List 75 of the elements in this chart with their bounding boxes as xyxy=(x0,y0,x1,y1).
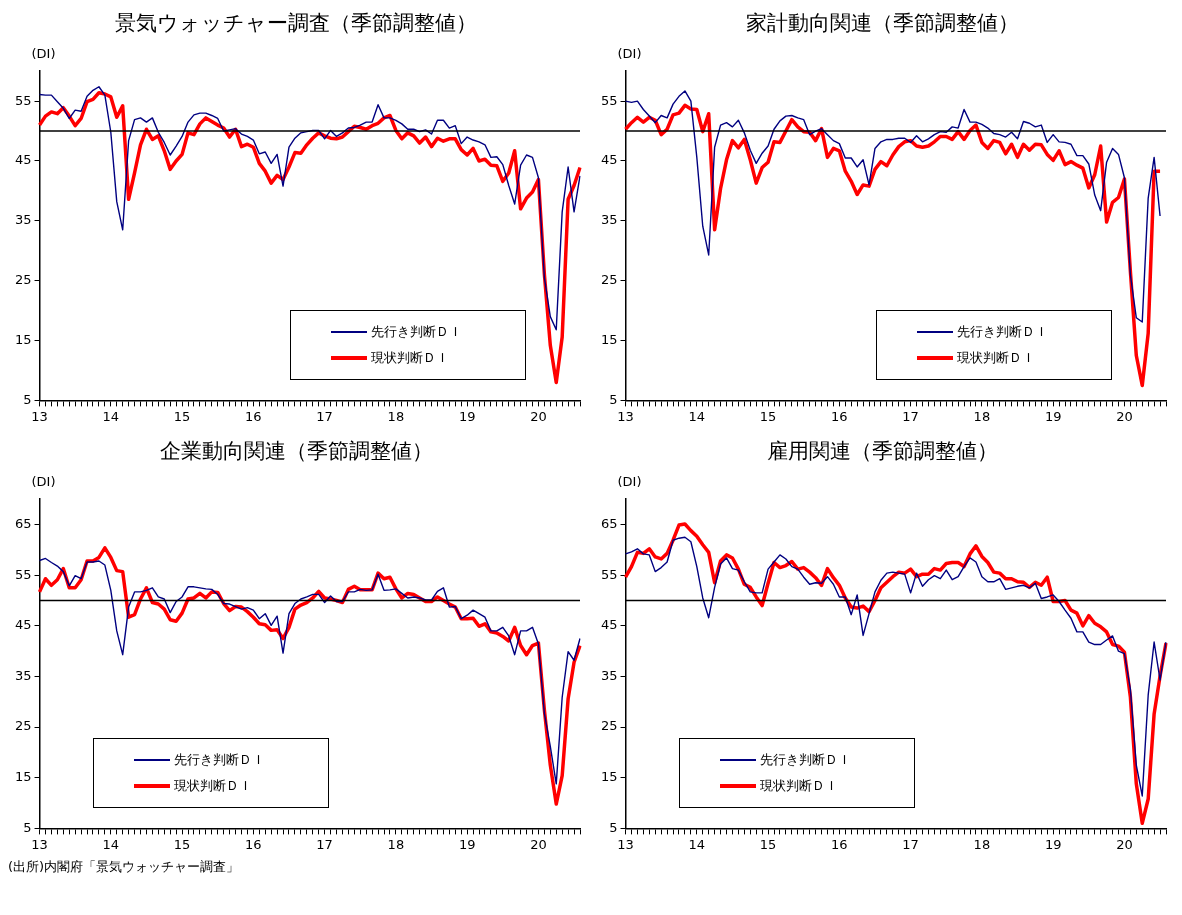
y-tick-label: 35 xyxy=(601,212,618,228)
x-tick-label: 13 xyxy=(31,408,48,424)
x-tick-label: 15 xyxy=(759,836,777,852)
x-tick-label: 17 xyxy=(902,408,919,424)
x-tick-label: 17 xyxy=(902,836,919,852)
y-tick-label: 55 xyxy=(601,566,618,582)
y-tick-label: 35 xyxy=(601,667,618,683)
x-tick-label: 18 xyxy=(973,408,991,424)
y-tick-label: 55 xyxy=(15,92,32,108)
y-tick-label: 5 xyxy=(23,819,32,835)
y-tick-label: 25 xyxy=(601,272,618,288)
y-tick-label: 65 xyxy=(601,515,618,531)
x-tick-label: 16 xyxy=(831,836,848,852)
x-tick-label: 20 xyxy=(1116,836,1133,852)
x-tick-label: 15 xyxy=(759,408,777,424)
x-tick-label: 16 xyxy=(245,836,262,852)
y-tick-label: 35 xyxy=(15,667,32,683)
chart-title: 景気ウォッチャー調査（季節調整値） xyxy=(115,11,477,36)
legend-label: 現状判断ＤＩ xyxy=(760,777,838,795)
y-tick-label: 15 xyxy=(601,769,618,785)
y-tick-label: 5 xyxy=(609,391,618,407)
y-axis-title: (DI) xyxy=(31,474,56,490)
x-tick-label: 13 xyxy=(617,408,634,424)
x-tick-label: 16 xyxy=(831,408,848,424)
x-tick-label: 13 xyxy=(31,836,48,852)
legend-label: 現状判断ＤＩ xyxy=(957,349,1035,367)
x-tick-label: 17 xyxy=(316,408,333,424)
chart-title: 企業動向関連（季節調整値） xyxy=(159,439,433,464)
x-tick-label: 20 xyxy=(530,836,547,852)
chart-title: 家計動向関連（季節調整値） xyxy=(745,11,1019,36)
chart-title: 雇用関連（季節調整値） xyxy=(766,439,998,464)
x-tick-label: 15 xyxy=(173,836,191,852)
y-tick-label: 45 xyxy=(601,617,618,633)
y-tick-label: 15 xyxy=(601,331,618,347)
x-tick-label: 19 xyxy=(1044,408,1062,424)
x-tick-label: 18 xyxy=(387,836,405,852)
x-tick-label: 15 xyxy=(173,408,191,424)
x-tick-label: 17 xyxy=(316,836,333,852)
x-tick-label: 14 xyxy=(688,836,706,852)
y-tick-label: 25 xyxy=(601,718,618,734)
y-tick-label: 55 xyxy=(15,566,32,582)
y-tick-label: 35 xyxy=(15,212,32,228)
legend-label: 先行き判断ＤＩ xyxy=(371,323,462,341)
x-tick-label: 14 xyxy=(688,408,706,424)
y-tick-label: 15 xyxy=(15,769,32,785)
y-axis-title: (DI) xyxy=(617,474,642,490)
y-tick-label: 65 xyxy=(15,515,32,531)
legend-label: 現状判断ＤＩ xyxy=(371,349,449,367)
x-tick-label: 14 xyxy=(102,408,120,424)
text: (出所)内閣府「景気ウォッチャー調査」 xyxy=(8,858,241,876)
y-axis-title: (DI) xyxy=(31,46,56,62)
x-tick-label: 19 xyxy=(1044,836,1062,852)
x-tick-label: 16 xyxy=(245,408,262,424)
y-tick-label: 15 xyxy=(15,331,32,347)
x-tick-label: 18 xyxy=(973,836,991,852)
x-tick-label: 13 xyxy=(617,836,634,852)
x-tick-label: 14 xyxy=(102,836,120,852)
y-tick-label: 45 xyxy=(15,617,32,633)
y-tick-label: 55 xyxy=(601,92,618,108)
x-tick-label: 19 xyxy=(458,836,476,852)
y-tick-label: 25 xyxy=(15,718,32,734)
legend-label: 現状判断ＤＩ xyxy=(174,777,252,795)
x-tick-label: 20 xyxy=(530,408,547,424)
legend-label: 先行き判断ＤＩ xyxy=(957,323,1048,341)
y-tick-label: 25 xyxy=(15,272,32,288)
x-tick-label: 20 xyxy=(1116,408,1133,424)
y-tick-label: 5 xyxy=(23,391,32,407)
y-tick-label: 5 xyxy=(609,819,618,835)
y-tick-label: 45 xyxy=(15,152,32,168)
y-tick-label: 45 xyxy=(601,152,618,168)
y-axis-title: (DI) xyxy=(617,46,642,62)
legend-label: 先行き判断ＤＩ xyxy=(760,751,851,769)
x-tick-label: 18 xyxy=(387,408,405,424)
legend-label: 先行き判断ＤＩ xyxy=(174,751,265,769)
x-tick-label: 19 xyxy=(458,408,476,424)
